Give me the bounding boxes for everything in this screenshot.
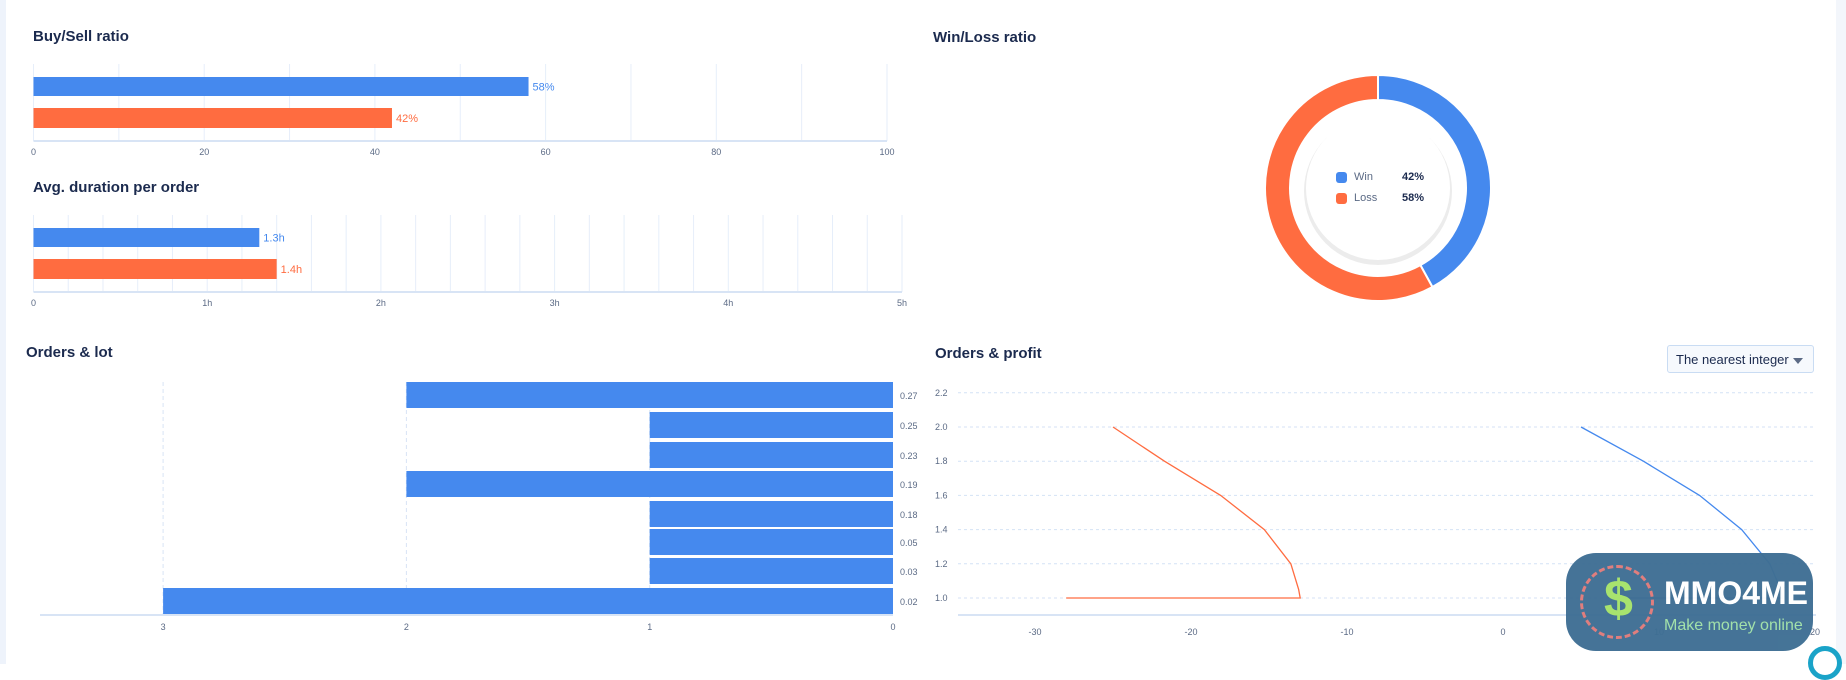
legend-label: Loss <box>1354 192 1378 204</box>
y-tick-label: 2.2 <box>935 388 948 398</box>
x-tick-label: 2 <box>404 622 409 632</box>
x-tick-label: 0 <box>1500 627 1505 637</box>
x-tick-label: 2h <box>376 298 386 308</box>
bar <box>649 558 893 584</box>
dropdown-value: The nearest integer <box>1676 352 1789 367</box>
x-tick-label: 20 <box>199 147 209 157</box>
series-line-0 <box>1066 426 1301 599</box>
y-tick-label: 1.0 <box>935 593 948 603</box>
orders-lot-title: Orders & lot <box>26 344 113 361</box>
legend-item-win[interactable]: Win 42% <box>1336 170 1426 191</box>
x-tick-label: -20 <box>1184 627 1197 637</box>
win-loss-legend: Win 42% Loss 58% <box>1336 170 1426 212</box>
bar <box>33 108 392 128</box>
x-tick-label: -30 <box>1028 627 1041 637</box>
help-chat-button[interactable] <box>1808 646 1842 680</box>
x-tick-label: 80 <box>711 147 721 157</box>
legend-label: Win <box>1354 171 1373 183</box>
bar <box>406 382 893 408</box>
y-tick-label: 1.4 <box>935 525 948 535</box>
x-tick-label: 0 <box>890 622 895 632</box>
x-tick-label: 3 <box>161 622 166 632</box>
category-label: 0.02 <box>900 597 918 607</box>
y-tick-label: 1.6 <box>935 490 948 500</box>
mmo4me-watermark-logo: $ MMO4ME Make money online <box>1566 553 1813 651</box>
legend-value: 42% <box>1402 171 1425 183</box>
x-tick-label: 100 <box>879 147 894 157</box>
left-edge <box>0 0 6 664</box>
x-tick-label: 4h <box>723 298 733 308</box>
win-loss-title: Win/Loss ratio <box>933 29 1037 46</box>
bar <box>33 77 529 96</box>
y-tick-label: 2.0 <box>935 422 948 432</box>
legend-item-loss[interactable]: Loss 58% <box>1336 191 1426 212</box>
x-tick-label: 0 <box>31 298 36 308</box>
cycle-arrows-icon <box>1580 565 1654 639</box>
legend-value: 58% <box>1402 192 1425 204</box>
x-tick-label: 1h <box>202 298 212 308</box>
bar-data-label: 1.4h <box>281 264 302 276</box>
bar <box>649 501 893 527</box>
bar <box>33 228 260 247</box>
caret-down-icon <box>1793 358 1803 364</box>
bar-data-label: 42% <box>396 113 418 125</box>
x-tick-label: 0 <box>31 147 36 157</box>
watermark-tagline: Make money online <box>1664 617 1803 634</box>
scrollbar[interactable] <box>1836 0 1846 664</box>
y-tick-label: 1.8 <box>935 456 948 466</box>
bar <box>649 412 893 438</box>
watermark-brand: MMO4ME <box>1664 575 1808 611</box>
y-tick-label: 1.2 <box>935 559 948 569</box>
category-label: 0.03 <box>900 567 918 577</box>
donut-slice-loss <box>1264 73 1434 302</box>
x-tick-label: 40 <box>370 147 380 157</box>
bar <box>649 442 893 468</box>
bar <box>163 588 894 614</box>
rounding-dropdown[interactable]: The nearest integer <box>1667 345 1814 373</box>
bar <box>33 259 277 279</box>
category-label: 0.05 <box>900 538 918 548</box>
category-label: 0.25 <box>900 421 918 431</box>
category-label: 0.27 <box>900 391 918 401</box>
x-tick-label: 5h <box>897 298 907 308</box>
x-tick-label: 1 <box>647 622 652 632</box>
loss-swatch <box>1336 193 1347 204</box>
x-tick-label: 60 <box>541 147 551 157</box>
category-label: 0.19 <box>900 480 918 490</box>
win-swatch <box>1336 172 1347 183</box>
dollar-icon: $ <box>1604 570 1633 628</box>
x-tick-label: -10 <box>1340 627 1353 637</box>
bar <box>406 471 893 497</box>
donut-center <box>1306 116 1450 260</box>
bar-data-label: 1.3h <box>263 233 284 245</box>
x-tick-label: 3h <box>550 298 560 308</box>
avg-duration-title: Avg. duration per order <box>33 179 200 196</box>
category-label: 0.18 <box>900 510 918 520</box>
x-tick-label: 20 <box>1810 627 1820 637</box>
orders-profit-title: Orders & profit <box>935 345 1042 362</box>
category-label: 0.23 <box>900 451 918 461</box>
buy-sell-title: Buy/Sell ratio <box>33 28 129 45</box>
bar <box>649 529 893 555</box>
bar-data-label: 58% <box>533 82 555 94</box>
